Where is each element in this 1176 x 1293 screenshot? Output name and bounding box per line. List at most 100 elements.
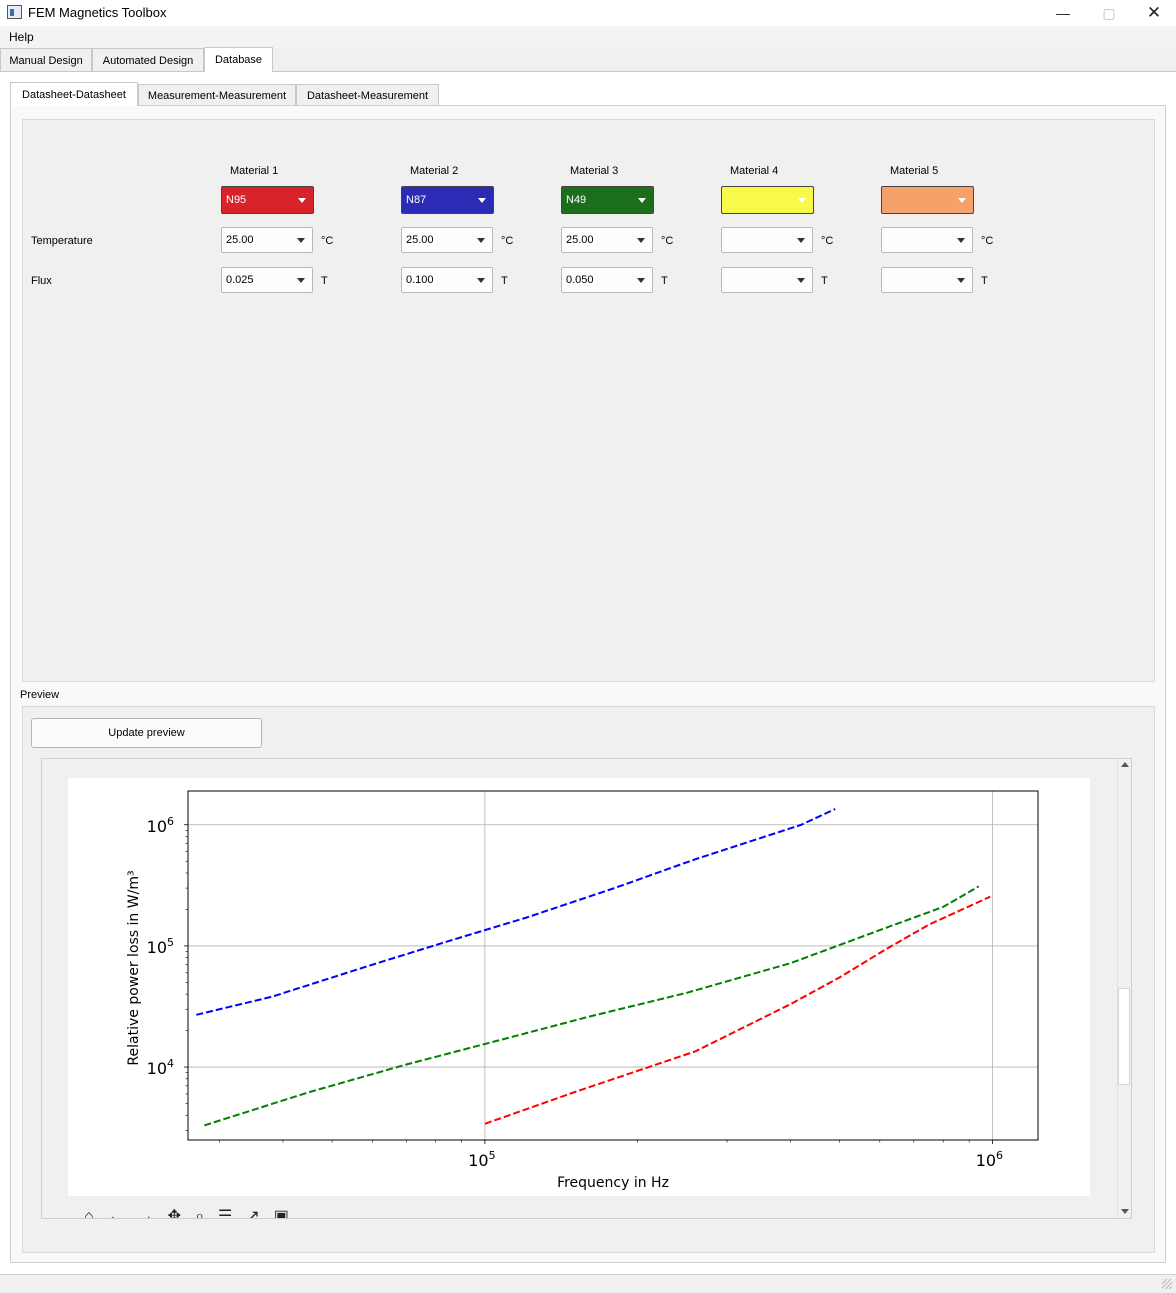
material-3-flux-select[interactable]: 0.050 <box>561 267 653 293</box>
chevron-down-icon <box>957 238 965 243</box>
plot-toolbar[interactable]: ⌂←→✥⌕☰↗▣ <box>84 1206 384 1219</box>
material-2-temperature-unit: °C <box>501 235 514 247</box>
material-5-label: Material 5 <box>890 165 939 177</box>
tab-measurement-measurement[interactable]: Measurement-Measurement <box>138 84 296 106</box>
chevron-down-icon <box>797 278 805 283</box>
chart-canvas <box>68 778 1090 1196</box>
back-icon[interactable]: ← <box>107 1208 138 1219</box>
series-layer <box>196 808 991 1127</box>
chevron-down-icon <box>297 278 305 283</box>
material-5-temperature-select[interactable] <box>881 227 973 253</box>
material-3-temperature-value: 25.00 <box>566 234 594 246</box>
chevron-down-icon <box>797 238 805 243</box>
update-preview-button[interactable]: Update preview <box>31 718 262 748</box>
save-icon[interactable]: ▣ <box>273 1208 303 1219</box>
zoom-icon[interactable]: ⌕ <box>195 1208 219 1219</box>
material-3-temperature-select[interactable]: 25.00 <box>561 227 653 253</box>
material-2-temperature-select[interactable]: 25.00 <box>401 227 493 253</box>
material-2-select[interactable]: N87 <box>401 186 494 214</box>
tab-automated-design[interactable]: Automated Design <box>92 48 204 72</box>
material-3-flux-unit: T <box>661 275 668 287</box>
window-title: FEM Magnetics Toolbox <box>28 5 167 20</box>
material-4-select[interactable] <box>721 186 814 214</box>
maximize-icon[interactable]: ▢ <box>1102 4 1116 21</box>
app-icon <box>7 5 22 19</box>
configure-icon[interactable]: ☰ <box>218 1208 247 1219</box>
resize-grip-icon[interactable] <box>1162 1279 1172 1289</box>
material-1-select[interactable]: N95 <box>221 186 314 214</box>
material-3-flux-value: 0.050 <box>566 274 594 286</box>
chevron-down-icon <box>637 238 645 243</box>
forward-icon[interactable]: → <box>137 1208 168 1219</box>
series-line-3 <box>484 895 991 1125</box>
chevron-down-icon <box>298 198 306 203</box>
material-2-value: N87 <box>406 194 427 206</box>
material-5-select[interactable] <box>881 186 974 214</box>
material-2-temperature-value: 25.00 <box>406 234 434 246</box>
chevron-down-icon <box>957 278 965 283</box>
material-1-flux-value: 0.025 <box>226 274 254 286</box>
x-tick-label: 105 <box>468 1149 495 1170</box>
material-5-flux-select[interactable] <box>881 267 973 293</box>
y-tick-label: 106 <box>147 815 174 836</box>
tab-database[interactable]: Database <box>204 47 273 72</box>
scroll-up-icon[interactable] <box>1121 762 1129 767</box>
chart-grid <box>188 791 1038 1140</box>
chevron-down-icon <box>297 238 305 243</box>
material-2-flux-select[interactable]: 0.100 <box>401 267 493 293</box>
material-3-value: N49 <box>566 194 587 206</box>
home-icon[interactable]: ⌂ <box>84 1208 108 1219</box>
scroll-down-icon[interactable] <box>1121 1209 1129 1214</box>
material-5-temperature-unit: °C <box>981 235 994 247</box>
y-tick-label: 105 <box>147 936 174 957</box>
material-2-flux-unit: T <box>501 275 508 287</box>
material-1-temperature-unit: °C <box>321 235 334 247</box>
scroll-thumb[interactable] <box>1118 988 1130 1085</box>
x-axis-label: Frequency in Hz <box>557 1175 669 1191</box>
y-axis-label: Relative power loss in W/m³ <box>126 870 142 1065</box>
chevron-down-icon <box>798 198 806 203</box>
chevron-down-icon <box>477 238 485 243</box>
edit-icon[interactable]: ↗ <box>246 1208 274 1219</box>
material-2-label: Material 2 <box>410 165 459 177</box>
tab-datasheet-datasheet[interactable]: Datasheet-Datasheet <box>10 82 138 106</box>
series-line-1 <box>196 808 836 1016</box>
material-1-temperature-select[interactable]: 25.00 <box>221 227 313 253</box>
material-4-temperature-unit: °C <box>821 235 834 247</box>
material-1-label: Material 1 <box>230 165 279 177</box>
material-4-flux-unit: T <box>821 275 828 287</box>
title-bar: FEM Magnetics Toolbox — ▢ ✕ <box>0 0 1176 26</box>
material-1-flux-unit: T <box>321 275 328 287</box>
material-2-flux-value: 0.100 <box>406 274 434 286</box>
preview-label: Preview <box>20 689 60 701</box>
pan-icon[interactable]: ✥ <box>167 1208 196 1219</box>
status-bar <box>0 1274 1176 1293</box>
power-loss-chart: 105 106 104 105 106 Frequency in Hz Relative… <box>126 790 1039 1191</box>
tab-datasheet-measurement[interactable]: Datasheet-Measurement <box>296 84 439 106</box>
menu-help[interactable]: Help <box>9 30 34 44</box>
y-tick-label: 104 <box>147 1057 174 1078</box>
minor-ticks <box>184 824 993 1144</box>
material-5-flux-unit: T <box>981 275 988 287</box>
temperature-label: Temperature <box>31 235 93 247</box>
close-icon[interactable]: ✕ <box>1146 3 1162 22</box>
minimize-icon[interactable]: — <box>1056 5 1070 21</box>
tab-manual-design[interactable]: Manual Design <box>0 48 92 72</box>
tick-labels: 105 106 104 105 106 <box>147 815 1003 1170</box>
material-3-label: Material 3 <box>570 165 619 177</box>
x-tick-label: 106 <box>976 1149 1003 1170</box>
flux-label: Flux <box>31 275 52 287</box>
material-1-flux-select[interactable]: 0.025 <box>221 267 313 293</box>
material-3-select[interactable]: N49 <box>561 186 654 214</box>
material-1-temperature-value: 25.00 <box>226 234 254 246</box>
material-3-temperature-unit: °C <box>661 235 674 247</box>
plot-frame <box>187 790 1039 1141</box>
material-4-label: Material 4 <box>730 165 779 177</box>
series-line-2 <box>203 885 980 1127</box>
material-4-flux-select[interactable] <box>721 267 813 293</box>
chevron-down-icon <box>477 278 485 283</box>
material-4-temperature-select[interactable] <box>721 227 813 253</box>
material-1-value: N95 <box>226 194 247 206</box>
menu-bar: Help <box>0 26 1176 48</box>
chevron-down-icon <box>637 278 645 283</box>
